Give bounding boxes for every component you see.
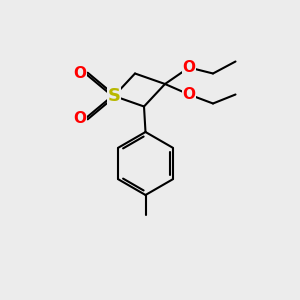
Text: O: O [182, 60, 196, 75]
Text: O: O [73, 111, 86, 126]
Text: O: O [73, 66, 86, 81]
Text: S: S [107, 87, 121, 105]
Text: O: O [182, 87, 196, 102]
